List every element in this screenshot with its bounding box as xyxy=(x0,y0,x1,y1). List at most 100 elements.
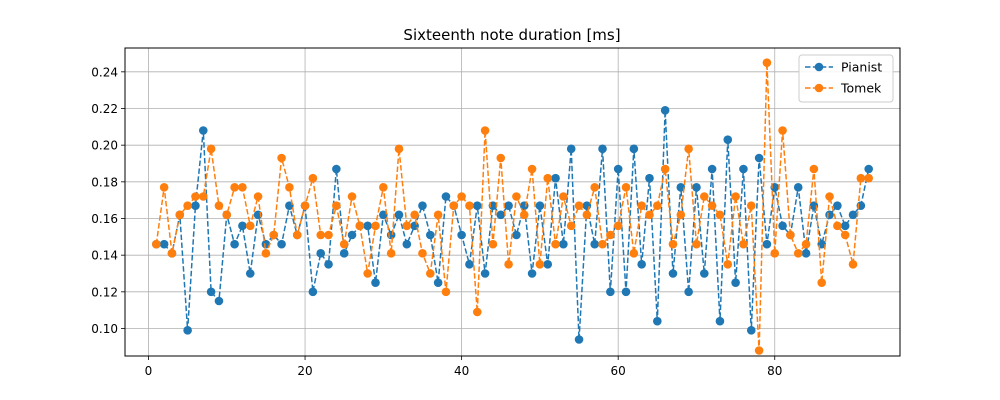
data-point xyxy=(762,239,772,249)
data-point xyxy=(457,192,466,201)
data-point xyxy=(762,58,772,67)
series-line xyxy=(155,62,869,351)
data-point xyxy=(472,201,482,210)
data-point xyxy=(519,210,529,220)
data-point xyxy=(245,221,255,231)
legend-label: Tomek xyxy=(840,81,882,96)
data-point xyxy=(692,183,701,192)
data-point xyxy=(786,230,795,240)
data-point xyxy=(183,326,192,335)
y-tick-label: 0.12 xyxy=(91,285,118,299)
data-point xyxy=(167,249,177,258)
data-point xyxy=(668,239,678,249)
data-point xyxy=(183,201,192,210)
plot-area xyxy=(152,58,873,355)
data-point xyxy=(731,192,740,201)
data-point xyxy=(692,239,701,249)
data-point xyxy=(214,296,224,306)
data-point xyxy=(699,269,709,278)
data-point xyxy=(496,210,506,220)
data-point xyxy=(566,144,576,154)
data-point xyxy=(793,183,803,192)
data-point xyxy=(535,201,545,210)
data-point xyxy=(159,183,169,192)
data-point xyxy=(606,230,615,240)
data-point xyxy=(582,210,592,220)
data-point xyxy=(269,230,279,240)
data-point xyxy=(394,144,404,154)
data-point xyxy=(457,230,466,240)
data-point xyxy=(379,210,388,220)
data-point xyxy=(559,239,568,249)
data-point xyxy=(363,269,372,278)
axes-frame xyxy=(124,47,901,357)
data-point xyxy=(277,153,286,163)
legend-item-pianist: Pianist xyxy=(805,60,882,75)
data-point xyxy=(653,201,662,210)
data-point xyxy=(238,183,247,192)
data-point xyxy=(230,239,239,249)
data-point xyxy=(848,260,858,269)
data-point xyxy=(739,164,748,174)
data-point xyxy=(308,173,318,183)
data-point xyxy=(206,144,216,154)
data-point xyxy=(645,210,654,220)
data-point xyxy=(778,221,787,231)
data-point xyxy=(543,260,553,269)
data-point xyxy=(480,269,490,278)
data-point xyxy=(574,201,584,210)
data-point xyxy=(809,164,819,174)
data-point xyxy=(684,144,693,154)
data-point xyxy=(653,316,662,326)
data-point xyxy=(840,230,850,240)
data-point xyxy=(833,221,842,231)
data-point xyxy=(198,192,208,201)
data-point xyxy=(606,287,615,297)
data-point xyxy=(660,164,670,174)
data-point xyxy=(629,144,639,154)
data-point xyxy=(613,221,623,231)
data-point xyxy=(848,210,858,220)
data-point xyxy=(598,144,607,154)
data-point xyxy=(840,221,850,231)
data-point xyxy=(613,164,623,174)
x-tick-label: 40 xyxy=(454,364,469,378)
data-point xyxy=(598,239,607,249)
data-point xyxy=(668,269,678,278)
data-point xyxy=(402,221,412,231)
data-point xyxy=(551,173,560,183)
data-point xyxy=(754,346,764,355)
x-tick-label: 60 xyxy=(611,364,626,378)
data-point xyxy=(386,230,396,240)
legend-item-tomek: Tomek xyxy=(805,81,882,96)
data-point xyxy=(731,278,740,287)
legend: Pianist Tomek xyxy=(798,54,894,103)
legend-marker xyxy=(814,83,824,93)
data-point xyxy=(707,164,717,174)
data-point xyxy=(332,201,341,210)
data-point xyxy=(739,239,748,249)
data-point xyxy=(316,230,326,240)
data-point xyxy=(347,230,357,240)
data-point xyxy=(770,249,780,258)
data-point xyxy=(527,164,537,174)
data-point xyxy=(371,221,380,231)
data-point xyxy=(152,239,161,249)
data-point xyxy=(801,239,811,249)
data-point xyxy=(559,192,568,201)
data-point xyxy=(512,230,521,240)
data-point xyxy=(191,201,200,210)
data-point xyxy=(159,239,169,249)
data-point xyxy=(285,183,294,192)
data-point xyxy=(637,201,646,210)
y-tick-label: 0.24 xyxy=(91,65,118,79)
data-point xyxy=(441,287,451,297)
y-tick-label: 0.16 xyxy=(91,212,118,226)
data-point xyxy=(472,307,482,317)
data-point xyxy=(277,239,286,249)
x-tick-label: 80 xyxy=(767,364,782,378)
data-point xyxy=(339,249,349,258)
data-point xyxy=(433,278,443,287)
data-point xyxy=(214,201,224,210)
